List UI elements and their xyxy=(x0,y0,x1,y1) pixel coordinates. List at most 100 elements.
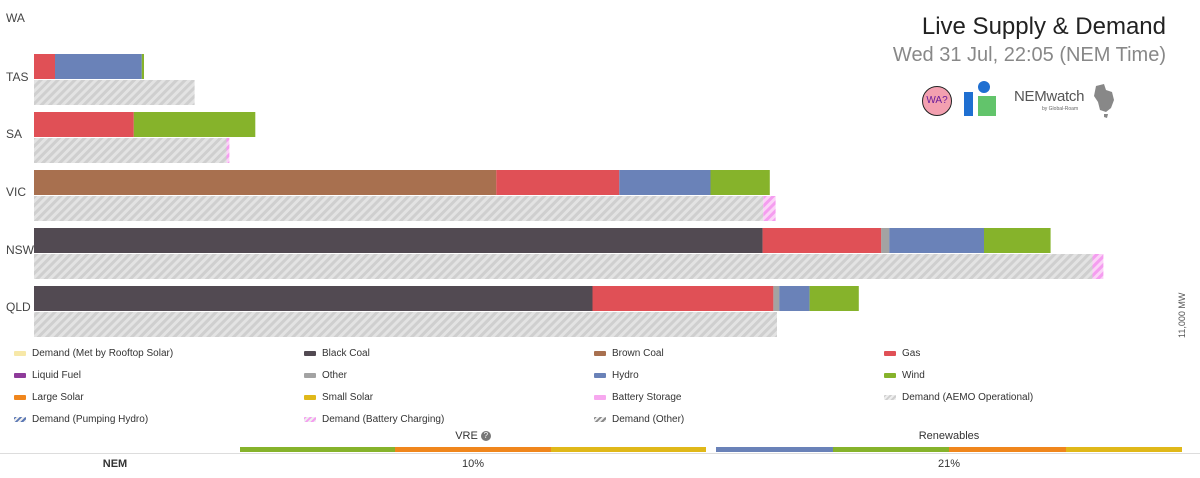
region-label-qld: QLD xyxy=(6,300,31,314)
legend-label: Brown Coal xyxy=(612,347,664,359)
summary-bar-segment xyxy=(550,447,706,452)
supply-bar-tas-wind[interactable] xyxy=(141,54,144,79)
renewables-header: Renewables xyxy=(716,430,1182,442)
legend-item[interactable]: Battery Storage xyxy=(594,388,884,406)
supply-bar-qld-wind[interactable] xyxy=(809,286,859,311)
summary-bar-segment xyxy=(395,447,551,452)
legend-item[interactable]: Gas xyxy=(884,344,1174,362)
legend-swatch xyxy=(14,416,26,422)
supply-bar-sa-wind[interactable] xyxy=(133,112,256,137)
question-circle-icon[interactable]: ? xyxy=(480,431,491,442)
legend-item[interactable]: Demand (Pumping Hydro) xyxy=(14,410,304,428)
supply-bar-nsw-black-coal[interactable] xyxy=(34,228,763,253)
legend-label: Demand (Pumping Hydro) xyxy=(32,413,149,425)
global-roam-logo[interactable] xyxy=(962,80,998,118)
chart-title: Live Supply & Demand xyxy=(921,13,1166,40)
legend-item[interactable]: Other xyxy=(304,366,594,384)
summary-bar-segment xyxy=(949,447,1066,452)
legend-item[interactable]: Demand (Battery Charging) xyxy=(304,410,594,428)
axis-scale-label: 11,000 MW xyxy=(1177,292,1187,338)
legend-swatch xyxy=(304,394,316,400)
legend-item[interactable]: Small Solar xyxy=(304,388,594,406)
summary-bar-segment xyxy=(716,447,833,452)
legend-swatch xyxy=(14,372,26,378)
legend-item[interactable]: Liquid Fuel xyxy=(14,366,304,384)
vre-color-bar xyxy=(240,447,706,452)
renewables-label: Renewables xyxy=(918,430,980,442)
demand-bar-sa-demand-battery-charging[interactable] xyxy=(226,138,230,163)
vre-header: VRE? xyxy=(240,430,706,442)
legend-swatch xyxy=(304,350,316,356)
renewables-color-bar xyxy=(716,447,1182,452)
supply-bar-nsw-hydro[interactable] xyxy=(889,228,984,253)
legend-item[interactable]: Demand (AEMO Operational) xyxy=(884,388,1174,406)
demand-bar-qld-demand-aemo-operational[interactable] xyxy=(34,312,777,337)
legend-item[interactable]: Large Solar xyxy=(14,388,304,406)
legend-label: Demand (Met by Rooftop Solar) xyxy=(32,347,174,359)
chart-timestamp: Wed 31 Jul, 22:05 (NEM Time) xyxy=(892,44,1166,66)
legend-label: Black Coal xyxy=(322,347,370,359)
title-block: Live Supply & Demand Wed 31 Jul, 22:05 (… xyxy=(893,12,1166,68)
supply-bar-tas-hydro[interactable] xyxy=(55,54,142,79)
region-label-wa: WA xyxy=(6,11,25,25)
supply-bar-vic-brown-coal[interactable] xyxy=(34,170,497,195)
legend-swatch xyxy=(594,394,606,400)
summary-divider xyxy=(0,453,1200,454)
legend-swatch xyxy=(594,372,606,378)
demand-bar-tas-demand-aemo-operational[interactable] xyxy=(34,80,195,105)
demand-bar-vic-demand-battery-charging[interactable] xyxy=(763,196,776,221)
legend-item[interactable]: Demand (Met by Rooftop Solar) xyxy=(14,344,304,362)
supply-bar-qld-gas[interactable] xyxy=(592,286,774,311)
nemwatch-logo-text: NEMwatch xyxy=(1014,88,1085,105)
legend-label: Liquid Fuel xyxy=(32,369,81,381)
legend-label: Wind xyxy=(902,369,925,381)
supply-bar-sa-gas[interactable] xyxy=(34,112,134,137)
legend-swatch xyxy=(14,394,26,400)
legend-swatch xyxy=(884,372,896,378)
legend-label: Demand (Other) xyxy=(612,413,685,425)
legend-label: Demand (AEMO Operational) xyxy=(902,391,1034,403)
legend-item[interactable]: Brown Coal xyxy=(594,344,884,362)
demand-bar-vic-demand-aemo-operational[interactable] xyxy=(34,196,764,221)
supply-bar-nsw-other[interactable] xyxy=(881,228,890,253)
legend-swatch xyxy=(594,416,606,422)
supply-bar-tas-gas[interactable] xyxy=(34,54,55,79)
legend-item[interactable]: Black Coal xyxy=(304,344,594,362)
logo-row: WA? NEMwatch by Global-Roam xyxy=(922,80,1122,120)
renewables-value: 21% xyxy=(937,458,961,470)
demand-bar-nsw-demand-battery-charging[interactable] xyxy=(1092,254,1104,279)
supply-bar-vic-wind[interactable] xyxy=(710,170,770,195)
legend-swatch xyxy=(884,350,896,356)
summary-bar-segment xyxy=(240,447,396,452)
legend-swatch xyxy=(304,372,316,378)
nemwatch-logo[interactable]: NEMwatch by Global-Roam xyxy=(1014,82,1122,120)
demand-bar-nsw-demand-aemo-operational[interactable] xyxy=(34,254,1093,279)
legend-item[interactable]: Wind xyxy=(884,366,1174,384)
legend-label: Large Solar xyxy=(32,391,84,403)
vre-value: 10% xyxy=(461,458,485,470)
supply-demand-chart: WA TAS SA VIC NSW QLD 11,000 MW xyxy=(6,11,1187,338)
supply-bar-vic-hydro[interactable] xyxy=(619,170,711,195)
supply-bar-nsw-wind[interactable] xyxy=(984,228,1051,253)
supply-bar-qld-hydro[interactable] xyxy=(779,286,810,311)
vre-label: VRE xyxy=(455,430,478,442)
legend-swatch xyxy=(594,350,606,356)
legend-label: Hydro xyxy=(612,369,639,381)
legend-item[interactable]: Hydro xyxy=(594,366,884,384)
region-label-tas: TAS xyxy=(6,70,28,84)
summary-bar-segment xyxy=(832,447,949,452)
region-label-vic: VIC xyxy=(6,185,26,199)
supply-bar-qld-black-coal[interactable] xyxy=(34,286,593,311)
wa-help-button[interactable]: WA? xyxy=(922,86,952,116)
supply-bar-nsw-gas[interactable] xyxy=(762,228,882,253)
legend-label: Gas xyxy=(902,347,921,359)
demand-bar-sa-demand-aemo-operational[interactable] xyxy=(34,138,227,163)
chart-legend: Demand (Met by Rooftop Solar) Black Coal B… xyxy=(14,344,1184,428)
region-label-sa: SA xyxy=(6,127,22,141)
supply-bar-vic-gas[interactable] xyxy=(496,170,620,195)
legend-swatch xyxy=(884,394,896,400)
legend-item[interactable]: Demand (Other) xyxy=(594,410,884,428)
legend-swatch xyxy=(14,350,26,356)
region-label-nsw: NSW xyxy=(6,243,35,257)
supply-bar-qld-other[interactable] xyxy=(773,286,780,311)
